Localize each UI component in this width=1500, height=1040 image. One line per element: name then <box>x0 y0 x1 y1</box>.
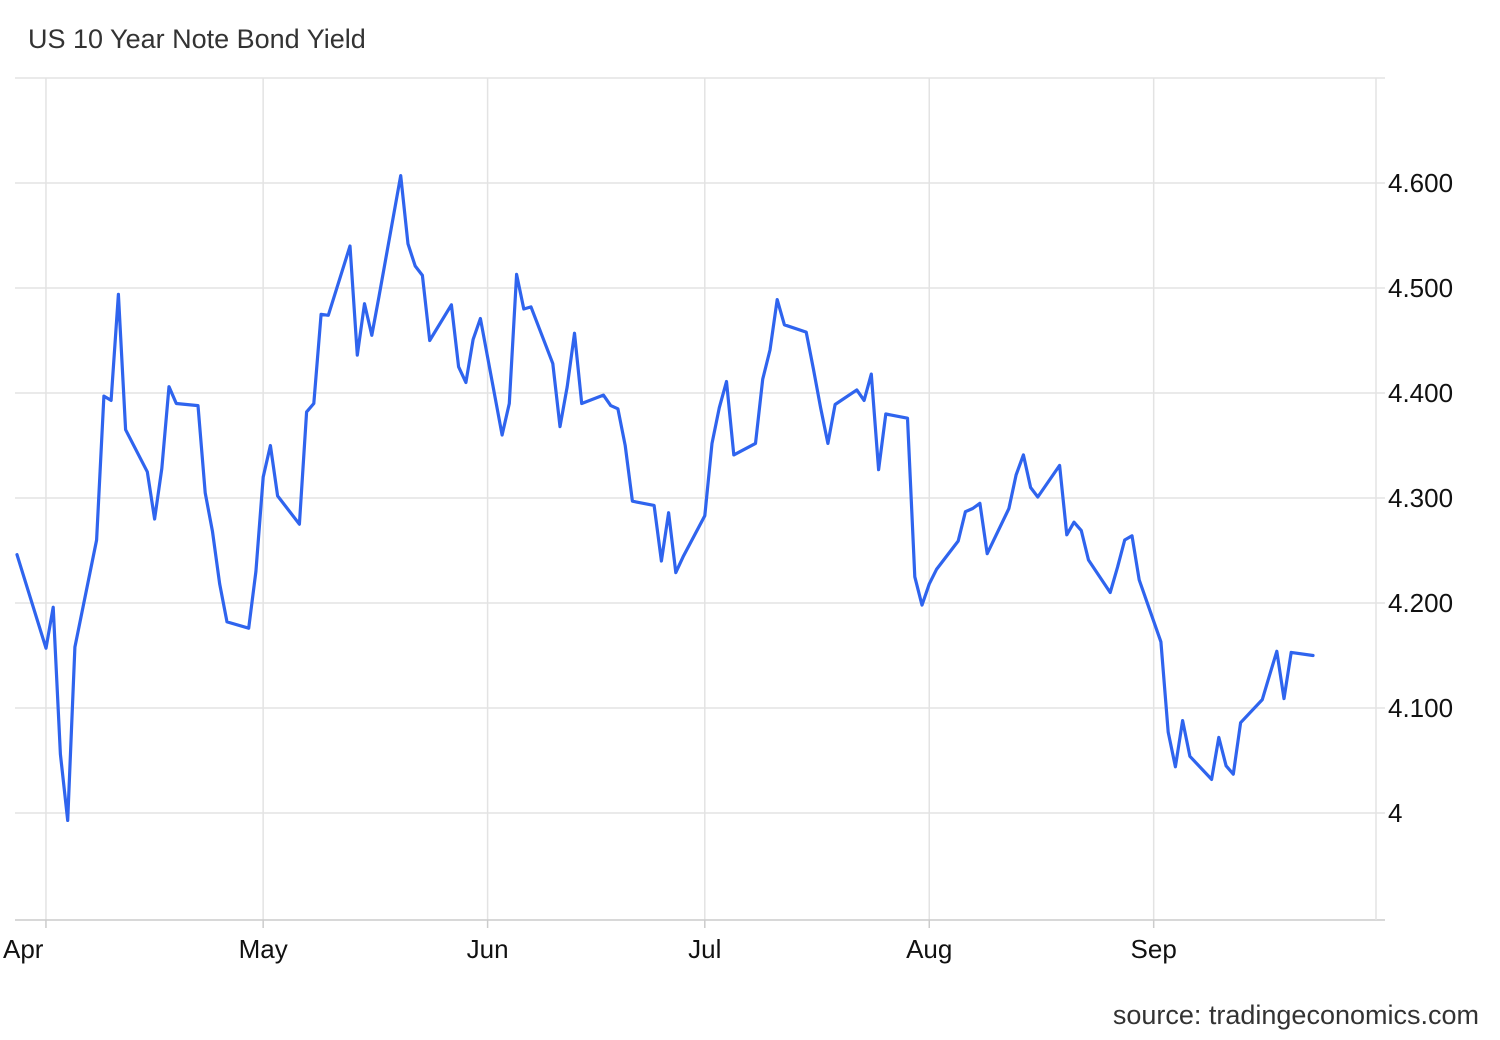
series-line <box>15 174 1315 823</box>
x-tick-label: Jun <box>467 934 509 964</box>
x-tick-label: Aug <box>906 934 952 964</box>
x-tick-label: Sep <box>1131 934 1177 964</box>
y-tick-label: 4.400 <box>1388 378 1453 408</box>
x-tick-label: Jul <box>688 934 721 964</box>
x-axis-tick-labels: Apr May Jun Jul Aug Sep <box>3 934 1177 964</box>
y-tick-label: 4.200 <box>1388 588 1453 618</box>
axis-layer <box>15 78 1385 928</box>
y-tick-label: 4.500 <box>1388 273 1453 303</box>
y-tick-label: 4.600 <box>1388 168 1453 198</box>
x-tick-label: May <box>239 934 288 964</box>
source-attribution: source: tradingeconomics.com <box>1112 1000 1479 1030</box>
chart-title: US 10 Year Note Bond Yield <box>28 24 366 54</box>
series-layer <box>15 174 1315 823</box>
y-tick-label: 4.100 <box>1388 693 1453 723</box>
grid-layer <box>15 77 1385 920</box>
y-tick-label: 4.300 <box>1388 483 1453 513</box>
y-tick-label: 4 <box>1388 798 1402 828</box>
x-tick-label: Apr <box>3 934 44 964</box>
y-axis-tick-labels: 4 4.100 4.200 4.300 4.400 4.500 4.600 <box>1388 168 1453 828</box>
